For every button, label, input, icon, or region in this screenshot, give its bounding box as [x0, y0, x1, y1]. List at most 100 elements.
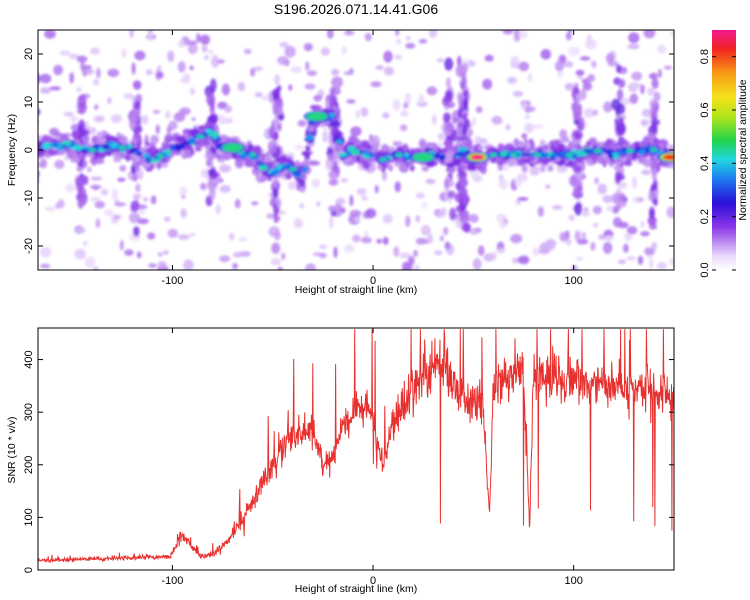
heat-cell [200, 182, 207, 191]
heat-cell [381, 170, 387, 181]
x-tick-label: 100 [565, 575, 583, 587]
heat-cell [340, 178, 348, 183]
heat-cell [360, 107, 369, 117]
heat-cell [409, 164, 415, 172]
heat-cell [551, 153, 559, 159]
heat-cell [521, 164, 528, 173]
heat-cell [626, 255, 636, 261]
heat-cell [504, 144, 511, 151]
heat-cell [174, 146, 182, 152]
heat-cell [287, 181, 298, 190]
heat-cell [462, 112, 467, 120]
heat-cell [307, 125, 315, 133]
heat-cell [199, 34, 211, 45]
heat-cell [117, 177, 126, 182]
heat-cell [578, 157, 583, 164]
heat-cell [250, 67, 256, 77]
heat-cell [189, 65, 194, 71]
heat-cell [640, 231, 650, 237]
heat-cell [592, 205, 602, 215]
heat-cell [113, 214, 122, 220]
heat-cell [612, 155, 620, 160]
heat-cell [107, 68, 120, 78]
heat-hotspot [89, 148, 95, 152]
heat-cell [648, 192, 656, 202]
heat-cell [647, 87, 655, 96]
heat-cell [462, 191, 467, 206]
heat-cell [525, 106, 536, 113]
heat-cell [38, 149, 43, 157]
heat-cell [207, 179, 215, 189]
heat-cell [593, 222, 599, 228]
heat-cell [235, 160, 244, 169]
heat-cell [219, 185, 231, 193]
heat-hotspot [412, 152, 434, 162]
heat-cell [563, 61, 574, 68]
heat-cell [267, 140, 278, 154]
heat-cell [59, 50, 71, 56]
heat-cell [594, 177, 599, 185]
heat-cell [444, 90, 454, 103]
heat-cell [290, 66, 303, 74]
heat-cell [444, 178, 449, 190]
heat-cell [559, 231, 568, 242]
heat-cell [377, 165, 384, 171]
heat-cell [271, 242, 281, 254]
heat-cell [451, 117, 460, 124]
heat-cell [446, 101, 455, 109]
heat-cell [38, 170, 40, 178]
heat-cell [38, 72, 41, 85]
heat-cell [183, 259, 194, 270]
heat-cell [392, 99, 401, 111]
heat-cell [402, 261, 410, 270]
heat-cell [380, 144, 390, 154]
heat-cell [598, 234, 606, 240]
heat-cell [119, 152, 125, 159]
heat-cell [361, 196, 368, 201]
heat-cell [150, 134, 159, 144]
colorbar-tick-label: 0.0 [699, 262, 711, 277]
heat-cell [627, 43, 640, 50]
heat-cell [602, 242, 613, 254]
heat-hotspot [627, 149, 633, 153]
heat-cell [421, 202, 427, 210]
heat-cell [498, 178, 508, 190]
heat-cell [394, 181, 401, 193]
heat-cell [82, 240, 88, 246]
heat-cell [657, 44, 667, 55]
heat-cell [557, 143, 566, 150]
heat-cell [237, 82, 246, 92]
heat-cell [210, 131, 219, 138]
heat-cell [521, 152, 532, 157]
heat-cell [623, 161, 633, 167]
heat-hotspot [306, 112, 328, 121]
heat-hotspot [663, 154, 674, 160]
heat-cell [77, 196, 84, 209]
heat-cell [209, 102, 215, 116]
heat-cell [144, 157, 152, 164]
heat-cell [439, 235, 444, 242]
heat-cell [640, 119, 649, 127]
heat-cell [668, 144, 673, 150]
heat-cell [121, 48, 127, 59]
colorbar-ticks: 0.0 0.2 0.4 0.6 0.8 [699, 49, 736, 278]
heat-cell [329, 86, 336, 97]
heat-cell [325, 99, 330, 109]
heat-cell [129, 30, 134, 39]
heat-cell [329, 216, 334, 229]
heat-cell [507, 157, 516, 167]
colorbar-label: Normalized spectral amplitude [737, 79, 749, 220]
heat-cell [537, 206, 544, 217]
heat-cell [331, 68, 340, 76]
heat-hotspot [595, 149, 601, 153]
heat-cell [505, 124, 511, 131]
heat-cell [205, 128, 213, 134]
heat-cell [585, 38, 597, 50]
heat-cell [31, 161, 36, 172]
heat-cell [97, 151, 107, 159]
heat-cell [403, 102, 409, 109]
heat-cell [254, 92, 263, 98]
heat-cell [201, 44, 208, 53]
heat-cell [591, 60, 597, 68]
heat-cell [617, 78, 626, 88]
